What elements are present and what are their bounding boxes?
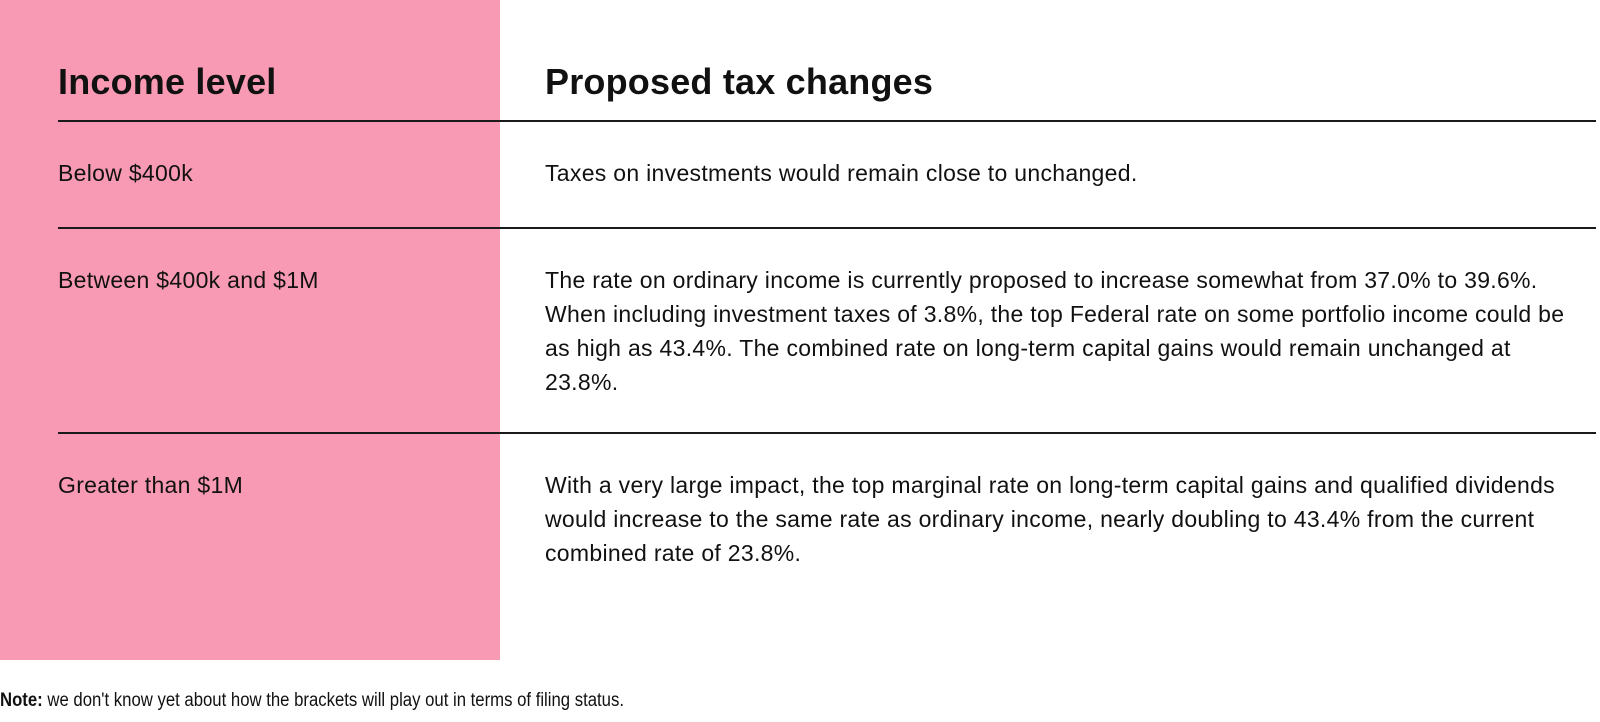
- footnote: Note: we don't know yet about how the br…: [0, 690, 624, 712]
- income-level-cell: Greater than $1M: [58, 472, 244, 498]
- income-column-highlight: [0, 0, 500, 660]
- tax-change-cell: With a very large impact, the top margin…: [545, 472, 1555, 566]
- footnote-label: Note:: [0, 690, 43, 711]
- income-level-cell: Below $400k: [58, 160, 193, 186]
- row-divider: [58, 227, 1596, 229]
- tax-change-cell: The rate on ordinary income is currently…: [545, 267, 1565, 395]
- income-level-cell: Between $400k and $1M: [58, 267, 319, 293]
- header-divider: [58, 120, 1596, 122]
- footnote-text: we don't know yet about how the brackets…: [42, 690, 624, 711]
- header-income-level: Income level: [58, 61, 277, 102]
- header-proposed-changes: Proposed tax changes: [545, 61, 934, 102]
- tax-change-cell: Taxes on investments would remain close …: [545, 160, 1138, 186]
- row-divider: [58, 432, 1596, 434]
